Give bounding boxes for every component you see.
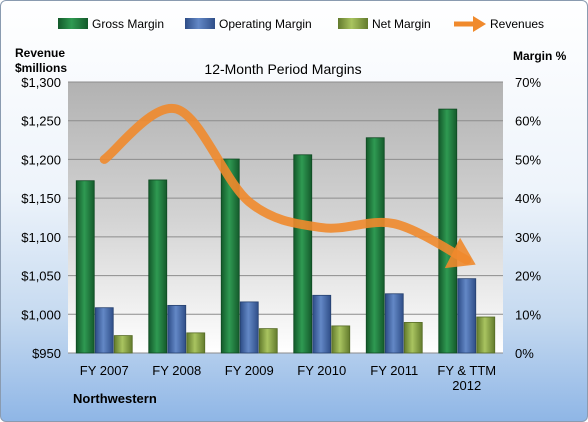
left-tick-label: $950 xyxy=(32,346,61,361)
gross-margin-bar xyxy=(293,154,313,354)
revenue-line-group xyxy=(99,104,476,269)
category-label: FY & TTM 2012 xyxy=(437,363,496,393)
bars-group xyxy=(75,108,496,354)
gross-margin-bar xyxy=(438,108,458,354)
left-tick-label: $1,300 xyxy=(21,75,61,90)
left-tick-label: $1,250 xyxy=(21,114,61,129)
revenue-arrow-head xyxy=(444,237,476,269)
net-margin-bar xyxy=(331,325,351,354)
legend-label-net: Net Margin xyxy=(372,17,431,31)
left-tick-label: $1,200 xyxy=(21,152,61,167)
legend-swatch-gross xyxy=(58,18,88,29)
operating-margin-bar xyxy=(167,304,187,354)
chart-title: 12-Month Period Margins xyxy=(204,61,361,77)
right-axis-label: Margin % xyxy=(513,49,567,63)
gross-margin-bar xyxy=(148,179,168,354)
category-label: FY 2011 xyxy=(370,363,418,378)
right-axis-ticks: 0% 10% 20% 30% 40% 50% 60% 70% xyxy=(515,75,541,361)
net-margin-bar xyxy=(113,335,133,354)
left-tick-label: $1,150 xyxy=(21,191,61,206)
net-margin-bar xyxy=(403,322,423,354)
gross-margin-bar xyxy=(75,180,95,354)
right-tick-label: 10% xyxy=(515,307,541,322)
left-tick-label: $1,100 xyxy=(21,230,61,245)
left-tick-label: $1,000 xyxy=(21,307,61,322)
category-labels: FY 2007 FY 2008 FY 2009 FY 2010 FY 2011 FY & … xyxy=(80,363,496,393)
gross-margin-bar xyxy=(220,158,240,354)
company-label: Northwestern xyxy=(73,391,157,406)
operating-margin-bar xyxy=(384,293,404,354)
right-tick-label: 20% xyxy=(515,269,541,284)
operating-margin-bar xyxy=(457,278,477,354)
legend: Gross Margin Operating Margin Net Margin… xyxy=(58,16,544,32)
net-margin-bar xyxy=(258,328,278,354)
category-label: FY 2010 xyxy=(297,363,346,378)
legend-swatch-operating xyxy=(185,18,215,29)
operating-margin-bar xyxy=(94,307,114,354)
left-axis-ticks: $950 $1,000 $1,050 $1,100 $1,150 $1,200 $1,250… xyxy=(21,75,61,361)
category-label: FY 2007 xyxy=(80,363,129,378)
net-margin-bar xyxy=(186,332,206,354)
net-margin-bar xyxy=(476,316,496,354)
left-axis-label-line2: $millions xyxy=(15,61,67,75)
right-tick-label: 70% xyxy=(515,75,541,90)
left-tick-label: $1,050 xyxy=(21,269,61,284)
legend-swatch-net xyxy=(338,18,368,29)
gridlines xyxy=(68,81,503,354)
revenue-line xyxy=(99,104,472,265)
legend-arrow-revenues xyxy=(473,16,486,32)
legend-label-gross: Gross Margin xyxy=(92,17,164,31)
right-tick-label: 30% xyxy=(515,230,541,245)
left-axis-label-line1: Revenue xyxy=(15,46,65,60)
operating-margin-bar xyxy=(312,294,332,354)
legend-label-operating: Operating Margin xyxy=(219,17,312,31)
gross-margin-bar xyxy=(365,137,385,354)
operating-margin-bar xyxy=(239,301,259,354)
right-tick-label: 0% xyxy=(515,346,534,361)
category-label: FY 2008 xyxy=(152,363,201,378)
legend-label-revenues: Revenues xyxy=(490,17,544,31)
right-tick-label: 60% xyxy=(515,114,541,129)
right-tick-label: 50% xyxy=(515,152,541,167)
category-label: FY 2009 xyxy=(225,363,274,378)
right-tick-label: 40% xyxy=(515,191,541,206)
